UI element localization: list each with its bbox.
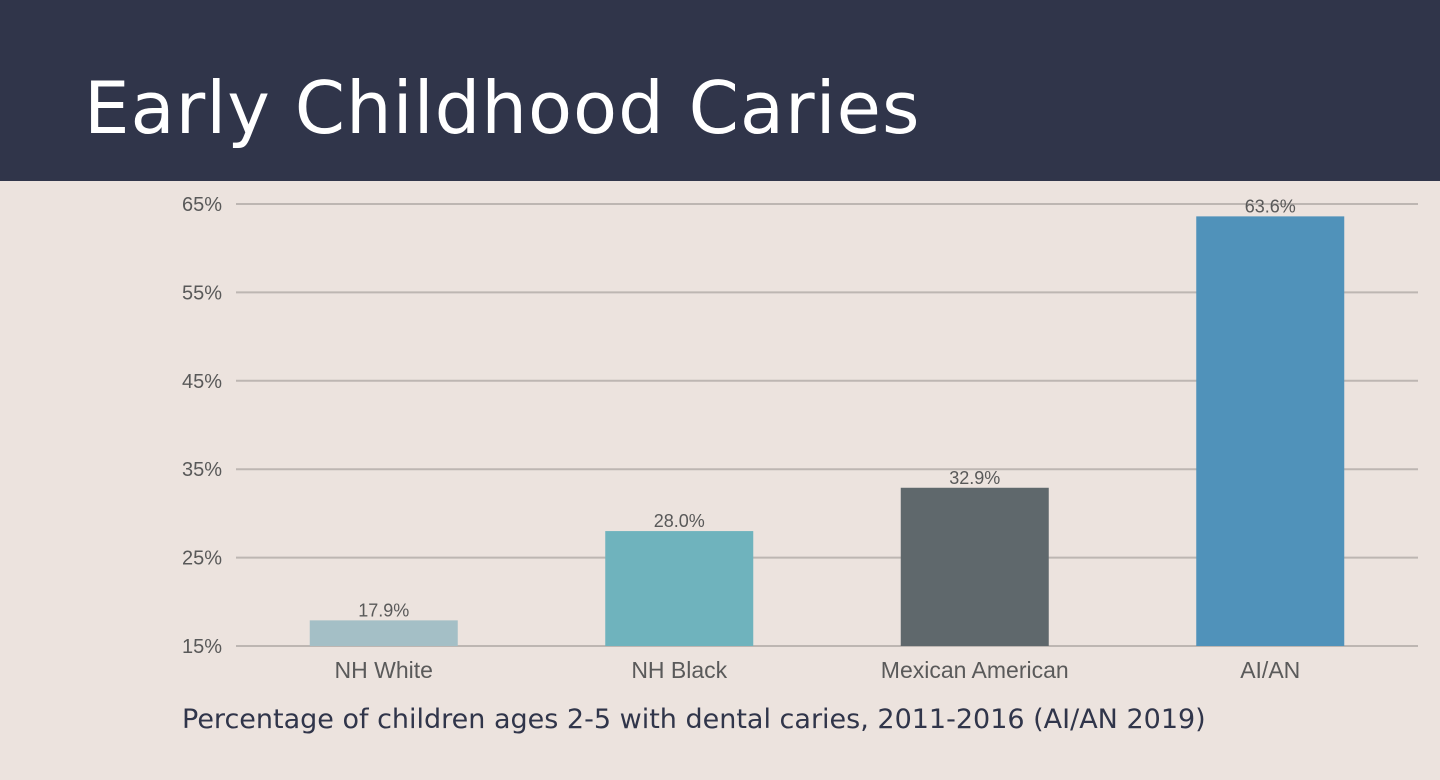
bars — [309, 216, 1345, 646]
bar-value-label: 63.6% — [1245, 196, 1296, 216]
y-tick-label: 15% — [182, 636, 222, 658]
bar — [605, 531, 754, 646]
y-tick-label: 35% — [182, 459, 222, 481]
y-tick-label: 55% — [182, 282, 222, 304]
chart-caption: Percentage of children ages 2-5 with den… — [182, 704, 1206, 735]
bar — [309, 620, 458, 646]
y-tick-label: 45% — [182, 371, 222, 393]
category-label: AI/AN — [1240, 657, 1300, 683]
y-tick-label: 25% — [182, 548, 222, 570]
header-bar: Early Childhood Caries — [0, 0, 1440, 181]
category-labels: NH White NH Black Mexican American AI/AN — [335, 657, 1301, 683]
category-label: NH Black — [631, 657, 727, 683]
bar-chart: 65%55%45%35%25%15% 17.9%28.0%32.9%63.6% … — [182, 194, 1418, 683]
y-axis-tick-labels: 65% 55% 45% 35% 25% 15% — [182, 194, 222, 658]
bar-value-label: 32.9% — [949, 468, 1000, 488]
bar-value-label: 17.9% — [358, 600, 409, 620]
bar-data-labels: 17.9% 28.0% 32.9% 63.6% — [358, 196, 1296, 620]
y-tick-label: 65% — [182, 194, 222, 216]
bar-value-label: 28.0% — [654, 511, 705, 531]
bar — [900, 487, 1049, 646]
category-label: NH White — [335, 657, 433, 683]
category-label: Mexican American — [881, 657, 1069, 683]
slide-title: Early Childhood Caries — [84, 66, 921, 150]
bar — [1196, 216, 1345, 646]
